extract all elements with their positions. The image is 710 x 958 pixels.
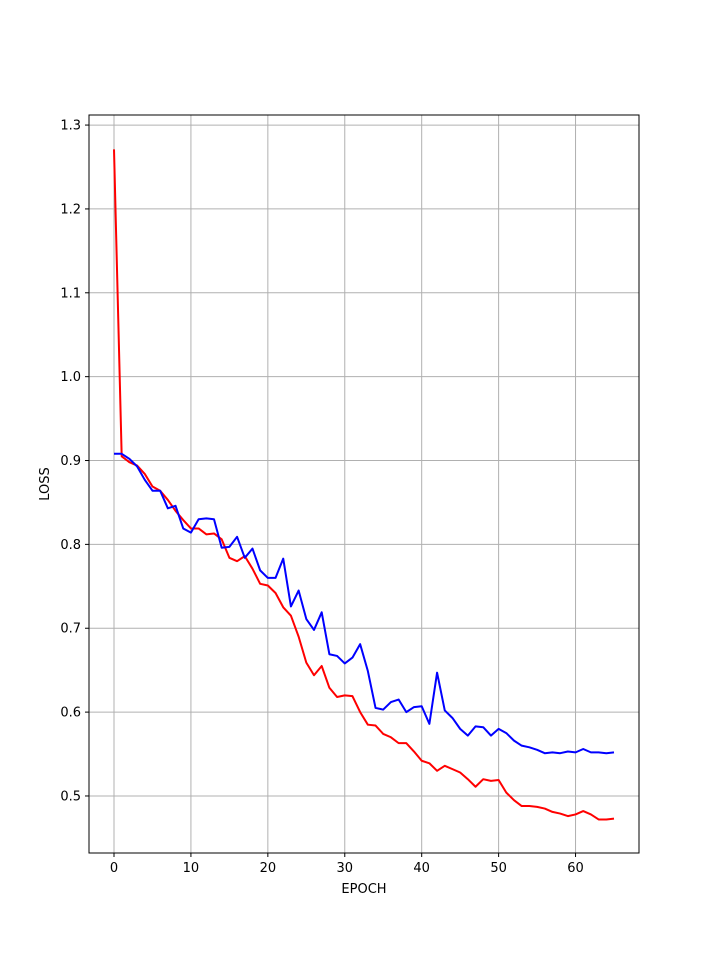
x-tick-label: 60 bbox=[567, 861, 584, 876]
x-tick-label: 20 bbox=[260, 861, 277, 876]
y-axis-label: LOSS bbox=[38, 467, 53, 501]
x-tick-label: 0 bbox=[110, 861, 118, 876]
y-tick-label: 0.5 bbox=[60, 789, 81, 804]
plot-frame bbox=[88, 114, 640, 854]
y-axis-ticks: 0.5 0.6 0.7 0.8 0.9 1.0 1.1 1.2 1.3 bbox=[60, 119, 89, 804]
y-tick-label: 1.0 bbox=[60, 370, 81, 385]
y-tick-label: 0.6 bbox=[60, 706, 81, 721]
x-tick-label: 40 bbox=[413, 861, 430, 876]
y-tick-label: 0.8 bbox=[60, 538, 81, 553]
y-tick-label: 0.9 bbox=[60, 454, 81, 469]
y-tick-label: 1.1 bbox=[60, 286, 81, 301]
x-axis-ticks: 0 10 20 30 40 50 60 bbox=[110, 853, 584, 876]
y-tick-label: 1.2 bbox=[60, 202, 81, 217]
x-axis-label: EPOCH bbox=[341, 882, 386, 897]
x-tick-label: 50 bbox=[490, 861, 507, 876]
y-tick-label: 1.3 bbox=[60, 119, 81, 134]
grid bbox=[89, 115, 639, 853]
y-tick-label: 0.7 bbox=[60, 622, 81, 637]
x-tick-label: 30 bbox=[336, 861, 353, 876]
series-line-2 bbox=[114, 452, 615, 755]
x-tick-label: 10 bbox=[183, 861, 200, 876]
series-lines bbox=[113, 149, 615, 821]
series-line-1 bbox=[113, 149, 615, 821]
